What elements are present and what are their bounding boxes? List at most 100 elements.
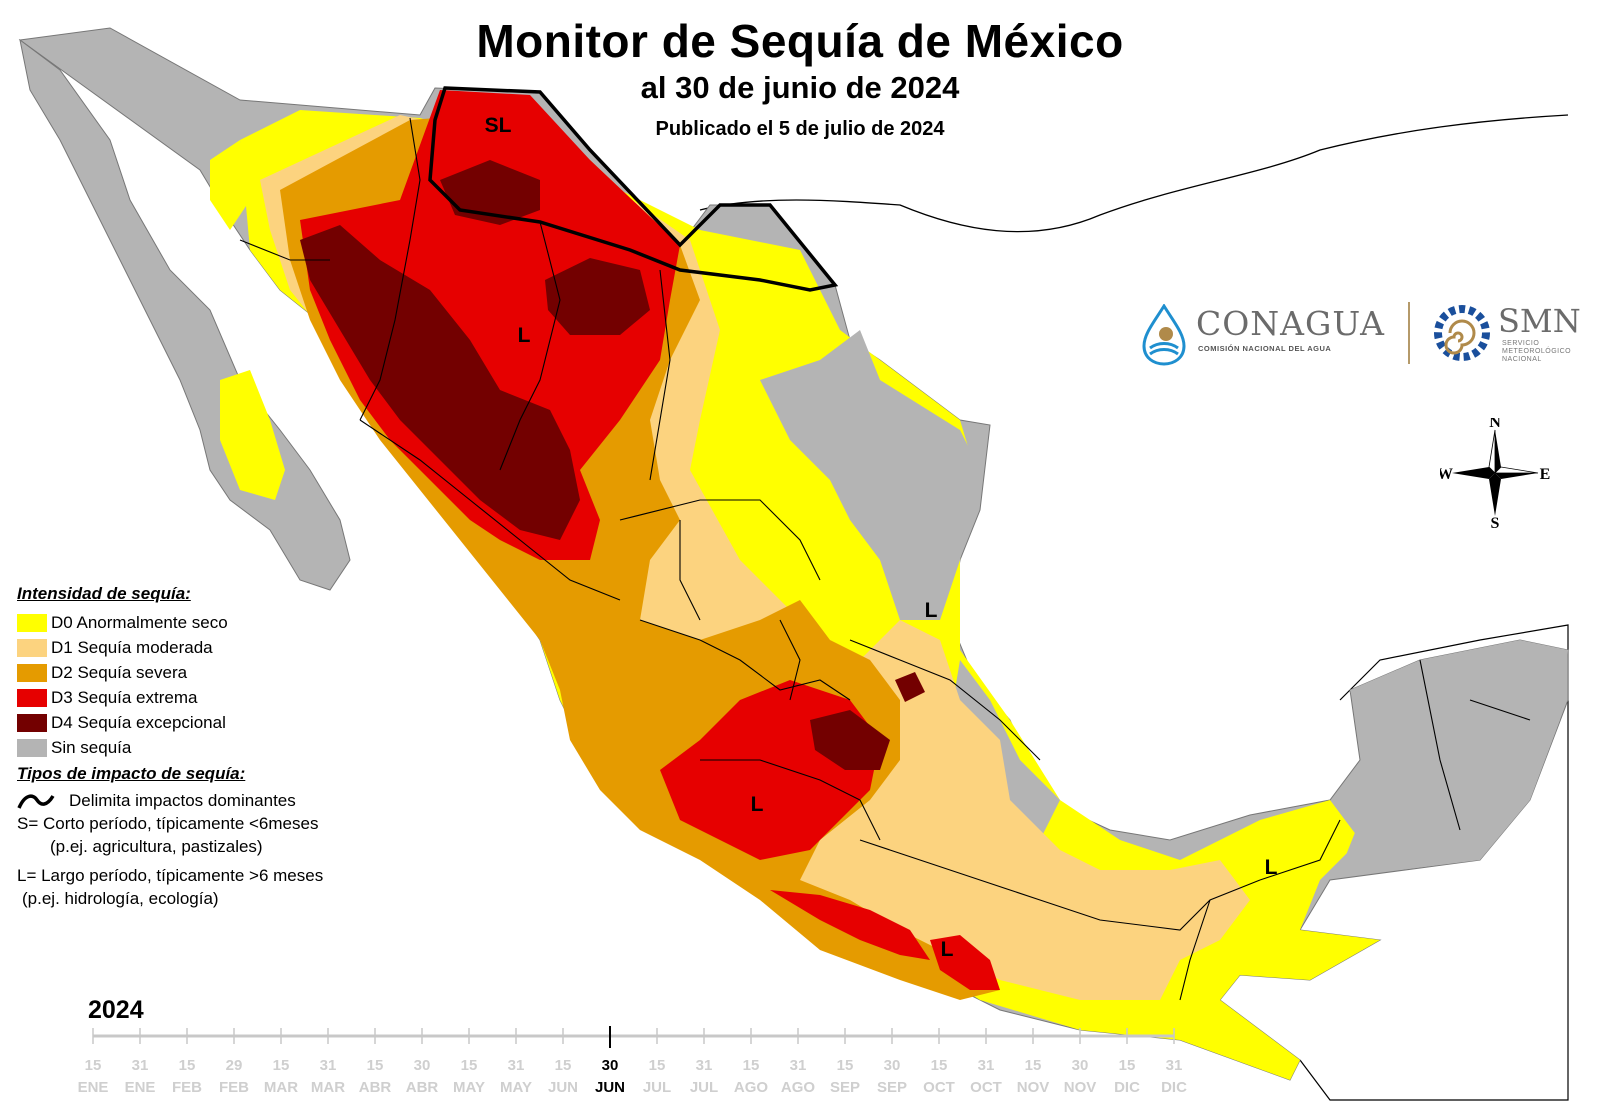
timeline-day-label: 15 xyxy=(837,1057,854,1074)
smn-subtitle: SERVICIO METEOROLÓGICO NACIONAL xyxy=(1502,340,1571,364)
map-title: Monitor de Sequía de México xyxy=(476,15,1124,67)
timeline-day-label: 31 xyxy=(1166,1057,1183,1074)
timeline-month-label: SEP xyxy=(877,1079,907,1096)
drought-d4-center xyxy=(810,710,890,770)
smn-subtitle-line: METEOROLÓGICO xyxy=(1502,348,1572,355)
legend-item: D3 Sequía extrema xyxy=(17,685,407,710)
compass-s: S xyxy=(1491,515,1500,528)
timeline-day-label: 15 xyxy=(555,1057,572,1074)
timeline-day-label: 15 xyxy=(649,1057,666,1074)
conagua-logo-icon xyxy=(1142,304,1186,366)
timeline-day-label: 15 xyxy=(85,1057,102,1074)
map-label-l-south: L xyxy=(941,938,954,961)
timeline-month-label: FEB xyxy=(219,1079,249,1096)
timeline-month-label: ENE xyxy=(78,1079,109,1096)
timeline-month-label: ABR xyxy=(359,1079,392,1096)
short-term-example: (p.ej. agricultura, pastizales) xyxy=(50,837,263,856)
drought-d3-guerrero xyxy=(770,890,930,960)
impact-line-legend: Delimita impactos dominantes xyxy=(17,790,407,812)
timeline-day-label: 31 xyxy=(790,1057,807,1074)
conagua-name: CONAGUA xyxy=(1196,304,1385,343)
conagua-subtitle: COMISIÓN NACIONAL DEL AGUA xyxy=(1198,344,1332,353)
published-date: Publicado el 5 de julio de 2024 xyxy=(655,118,945,140)
smn-logo-icon xyxy=(1434,305,1490,361)
smn-subtitle-line: NACIONAL xyxy=(1502,356,1542,363)
legend-swatch xyxy=(17,613,47,632)
timeline-month-label: MAY xyxy=(500,1079,532,1096)
usa-coastline xyxy=(699,114,1569,233)
map-label-l-north: L xyxy=(518,324,531,347)
map-subtitle: al 30 de junio de 2024 xyxy=(640,70,960,105)
timeline-day-label: 15 xyxy=(367,1057,384,1074)
timeline-month-label: FEB xyxy=(172,1079,202,1096)
timeline-day-label: 15 xyxy=(273,1057,290,1074)
timeline-month-label: DIC xyxy=(1161,1079,1187,1096)
timeline-day-label: 29 xyxy=(226,1057,243,1074)
logo-divider xyxy=(1408,302,1410,364)
timeline-day-label: 31 xyxy=(978,1057,995,1074)
impact-line-label: Delimita impactos dominantes xyxy=(69,791,296,810)
smn-name: SMN xyxy=(1498,302,1581,340)
drought-d4 xyxy=(300,225,580,540)
long-term-note: L= Largo período, típicamente >6 meses xyxy=(17,866,324,885)
baja-d0 xyxy=(210,140,250,230)
timeline-day-label: 30 xyxy=(1072,1057,1089,1074)
impact-line-icon xyxy=(17,794,55,809)
timeline-day-label: 30 xyxy=(602,1057,619,1074)
no-drought-northeast xyxy=(760,330,980,620)
impact-delimitation-line xyxy=(428,86,839,292)
timeline-day-label: 31 xyxy=(508,1057,525,1074)
timeline-month-label: NOV xyxy=(1064,1079,1097,1096)
timeline-month-label: MAR xyxy=(264,1079,298,1096)
map-label-l-northeast: L xyxy=(925,599,938,622)
timeline-day-label: 30 xyxy=(414,1057,431,1074)
timeline-day-label: 31 xyxy=(696,1057,713,1074)
drought-d3-oaxaca xyxy=(930,935,1000,990)
timeline-month-label: OCT xyxy=(970,1079,1002,1096)
legend-swatch xyxy=(17,738,47,757)
timeline-month-label: OCT xyxy=(923,1079,955,1096)
no-drought-yucatan xyxy=(1340,640,1568,870)
legend-swatch xyxy=(17,638,47,657)
state-borders xyxy=(239,117,1531,1001)
timeline-month-label: JUN xyxy=(595,1079,625,1096)
long-term-example: (p.ej. hidrología, ecología) xyxy=(22,889,219,908)
legend-item: D2 Sequía severa xyxy=(17,660,407,685)
map-label-l-southeast: L xyxy=(1265,856,1278,879)
timeline-day-label: 31 xyxy=(132,1057,149,1074)
compass-w: W xyxy=(1440,466,1453,483)
legend-item: D4 Sequía excepcional xyxy=(17,710,407,735)
timeline-month-label: JUN xyxy=(548,1079,578,1096)
timeline-month-label: AGO xyxy=(734,1079,769,1096)
legend-label: D3 Sequía extrema xyxy=(51,687,198,707)
timeline-year: 2024 xyxy=(88,996,144,1024)
legend-item: Sin sequía xyxy=(17,735,407,760)
timeline-day-label: 15 xyxy=(1119,1057,1136,1074)
timeline-day-label: 15 xyxy=(743,1057,760,1074)
legend: Intensidad de sequía: D0 Anormalmente se… xyxy=(17,584,407,910)
legend-swatch xyxy=(17,663,47,682)
legend-label: D2 Sequía severa xyxy=(51,662,188,682)
legend-item: D0 Anormalmente seco xyxy=(17,610,407,635)
drought-d4-chihuahua xyxy=(440,160,540,225)
legend-label: Sin sequía xyxy=(51,737,132,757)
compass-rose-icon: N S W E xyxy=(1440,418,1550,528)
timeline-month-label: NOV xyxy=(1017,1079,1050,1096)
impact-heading: Tipos de impacto de sequía: xyxy=(17,764,246,783)
drought-d3 xyxy=(300,90,680,560)
smn-subtitle-line: SERVICIO xyxy=(1502,340,1540,347)
drought-d4-hidalgo xyxy=(895,672,925,702)
compass-n: N xyxy=(1489,418,1501,431)
legend-label: D1 Sequía moderada xyxy=(51,637,213,657)
timeline-month-label: ABR xyxy=(406,1079,439,1096)
legend-item: D1 Sequía moderada xyxy=(17,635,407,660)
timeline-month-label: AGO xyxy=(781,1079,816,1096)
timeline-month-label: ENE xyxy=(125,1079,156,1096)
timeline-day-label: 15 xyxy=(1025,1057,1042,1074)
legend-swatch xyxy=(17,688,47,707)
timeline-day-label: 15 xyxy=(931,1057,948,1074)
map-label-l-center: L xyxy=(751,793,764,816)
legend-heading: Intensidad de sequía: xyxy=(17,584,191,603)
timeline-month-label: MAY xyxy=(453,1079,485,1096)
